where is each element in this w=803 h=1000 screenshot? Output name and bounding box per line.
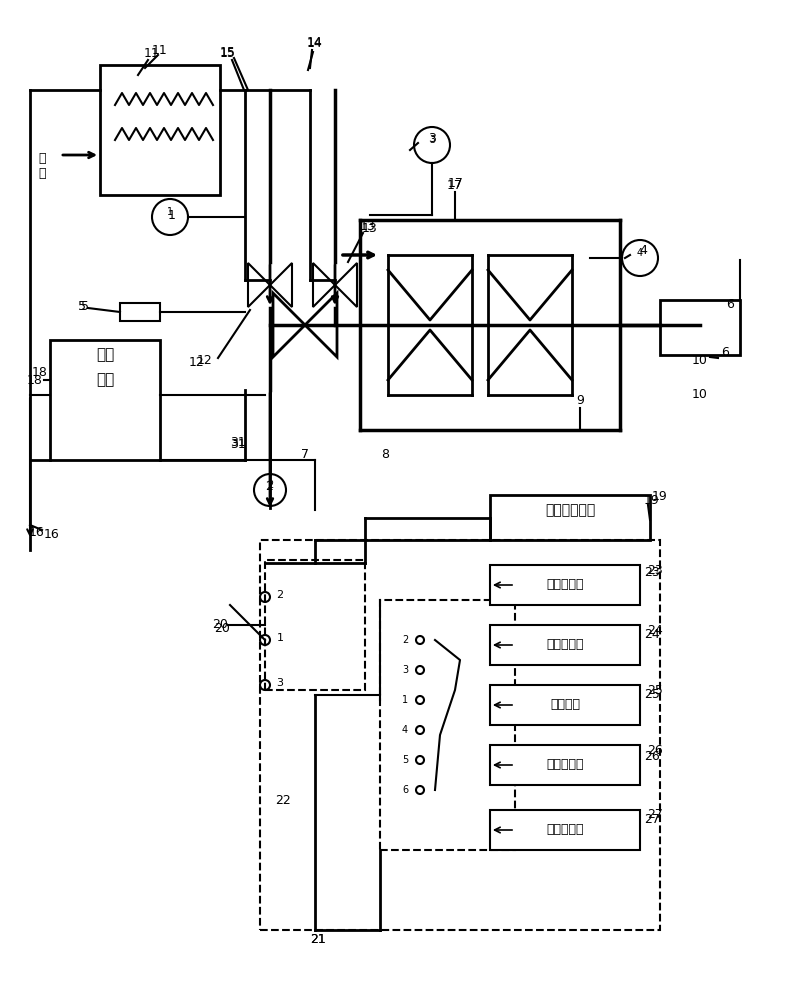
Text: 23: 23 bbox=[646, 564, 662, 576]
Text: 3: 3 bbox=[402, 665, 408, 675]
Text: 3: 3 bbox=[276, 678, 283, 688]
Text: 给: 给 bbox=[39, 152, 46, 165]
Text: 突关测试挡: 突关测试挡 bbox=[545, 823, 583, 836]
Bar bbox=[120, 303, 160, 321]
Text: 4: 4 bbox=[402, 725, 408, 735]
Text: 11: 11 bbox=[152, 44, 168, 57]
Text: 15: 15 bbox=[220, 47, 235, 60]
Text: 6: 6 bbox=[725, 298, 733, 312]
Text: 1: 1 bbox=[168, 209, 176, 222]
Text: 6: 6 bbox=[720, 346, 728, 359]
Text: 2: 2 bbox=[265, 481, 272, 493]
Text: 2: 2 bbox=[402, 635, 408, 645]
Text: 机构: 机构 bbox=[96, 372, 114, 387]
Text: 1: 1 bbox=[276, 633, 283, 643]
Text: 关位测试挡: 关位测试挡 bbox=[545, 638, 583, 652]
Text: 1: 1 bbox=[167, 207, 173, 217]
Bar bbox=[265, 560, 365, 690]
Bar bbox=[489, 810, 639, 850]
Text: 16: 16 bbox=[44, 528, 59, 542]
Bar bbox=[489, 565, 639, 605]
Text: 31: 31 bbox=[230, 436, 246, 450]
Text: 20: 20 bbox=[214, 621, 230, 634]
Text: 24: 24 bbox=[643, 628, 659, 640]
Text: 21: 21 bbox=[310, 933, 325, 946]
Text: 5: 5 bbox=[81, 300, 89, 312]
Bar bbox=[50, 340, 160, 460]
Text: 31: 31 bbox=[230, 438, 246, 452]
Text: 10: 10 bbox=[691, 388, 707, 401]
Text: 12: 12 bbox=[197, 354, 213, 366]
Bar bbox=[659, 300, 739, 355]
Text: 1: 1 bbox=[402, 695, 408, 705]
Text: 11: 11 bbox=[144, 47, 160, 60]
Text: 4: 4 bbox=[638, 243, 646, 256]
Text: 2: 2 bbox=[267, 480, 273, 490]
Text: 14: 14 bbox=[307, 36, 323, 49]
Bar bbox=[489, 495, 649, 540]
Bar bbox=[100, 65, 220, 195]
Text: 21: 21 bbox=[310, 933, 325, 946]
Text: 2: 2 bbox=[276, 590, 283, 600]
Text: 7: 7 bbox=[300, 448, 308, 462]
Text: 26: 26 bbox=[643, 750, 659, 762]
Text: 14: 14 bbox=[307, 37, 323, 50]
Text: 20: 20 bbox=[212, 618, 228, 632]
Text: 18: 18 bbox=[32, 365, 48, 378]
Text: 5: 5 bbox=[402, 755, 408, 765]
Text: 24: 24 bbox=[646, 624, 662, 636]
Text: 8: 8 bbox=[381, 448, 389, 462]
Text: 10: 10 bbox=[691, 354, 707, 366]
Bar bbox=[489, 625, 639, 665]
Text: 25: 25 bbox=[646, 684, 662, 696]
Text: 17: 17 bbox=[447, 177, 463, 190]
Text: 3: 3 bbox=[429, 135, 434, 145]
Text: 13: 13 bbox=[360, 220, 376, 233]
Text: 22: 22 bbox=[275, 793, 291, 806]
Text: 25: 25 bbox=[643, 688, 659, 702]
Bar bbox=[489, 745, 639, 785]
Text: 19: 19 bbox=[651, 490, 667, 504]
Text: 16: 16 bbox=[29, 526, 45, 540]
Text: 初始位挡: 初始位挡 bbox=[549, 698, 579, 711]
Text: 27: 27 bbox=[646, 808, 662, 821]
Text: 9: 9 bbox=[575, 393, 583, 406]
Bar bbox=[380, 600, 515, 850]
Text: 15: 15 bbox=[220, 46, 235, 59]
Text: 执行: 执行 bbox=[96, 348, 114, 362]
Text: 突开测试挡: 突开测试挡 bbox=[545, 758, 583, 772]
Text: 18: 18 bbox=[27, 373, 43, 386]
Bar bbox=[489, 685, 639, 725]
Bar bbox=[259, 540, 659, 930]
Text: 4: 4 bbox=[636, 248, 642, 258]
Text: 6: 6 bbox=[402, 785, 408, 795]
Text: 13: 13 bbox=[361, 222, 377, 235]
Text: 3: 3 bbox=[427, 132, 435, 145]
Text: 26: 26 bbox=[646, 743, 662, 756]
Text: 负荷指令模块: 负荷指令模块 bbox=[544, 503, 594, 517]
Text: 开位测试挡: 开位测试挡 bbox=[545, 578, 583, 591]
Text: 23: 23 bbox=[643, 566, 659, 578]
Text: 27: 27 bbox=[643, 813, 659, 826]
Text: 17: 17 bbox=[446, 179, 463, 192]
Text: 5: 5 bbox=[78, 300, 86, 312]
Text: 12: 12 bbox=[189, 356, 205, 368]
Text: 19: 19 bbox=[643, 493, 659, 506]
Text: 水: 水 bbox=[39, 167, 46, 180]
